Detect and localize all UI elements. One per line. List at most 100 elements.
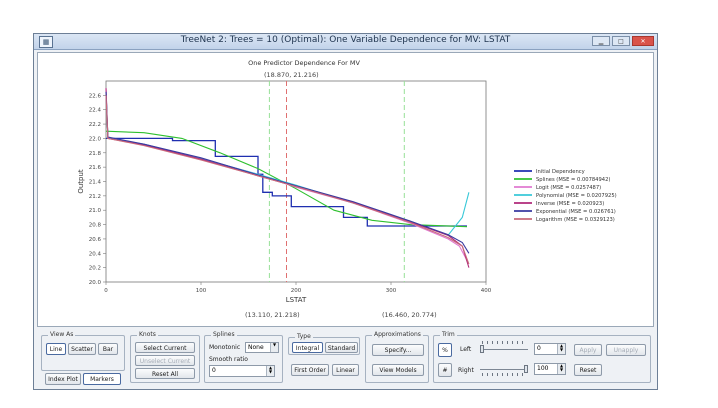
legend-entry-0: Initial Dependency (536, 169, 585, 175)
spinner-icon[interactable]: ▲ ▼ (266, 366, 274, 376)
control-panel: View As Line Scatter Bar Index Plot Mark… (37, 329, 654, 387)
scatter-button[interactable]: Scatter (68, 343, 96, 355)
knots-group: Knots Select Current Unselect Current Re… (130, 331, 200, 383)
plot-area: One Predictor Dependence For MV (18.870,… (37, 52, 654, 327)
left-slider-thumb[interactable] (480, 345, 484, 353)
legend-entry-2: Logit (MSE = 0.0257487) (536, 185, 601, 191)
legend-entry-4: Inverse (MSE = 0.020923) (536, 201, 604, 207)
right-slider-track[interactable] (480, 369, 528, 370)
y-tick-label: 22.6 (89, 93, 102, 99)
y-tick-label: 22.0 (89, 136, 102, 142)
x-tick-label: 100 (196, 288, 207, 294)
smooth-ratio-input[interactable]: 0 ▲ ▼ (209, 365, 275, 377)
legend-entry-3: Polynomial (MSE = 0.0207925) (536, 193, 617, 199)
type-group: Type Integral Standard (288, 333, 360, 355)
chart-window-icon[interactable]: ▦ (39, 36, 53, 48)
legend-entry-1: Splines (MSE = 0.00784942) (536, 177, 610, 183)
linear-button[interactable]: Linear (332, 364, 359, 376)
monotonic-label: Monotonic (209, 344, 241, 351)
chart-title: One Predictor Dependence For MV (248, 59, 360, 67)
knots-label: Knots (137, 331, 158, 338)
y-tick-label: 20.0 (89, 280, 102, 286)
unapply-button[interactable]: Unapply (606, 344, 646, 356)
y-tick-label: 20.8 (89, 223, 102, 229)
right-slider-ticks (482, 373, 526, 376)
select-current-button[interactable]: Select Current (135, 342, 195, 353)
bottom-marker-right: (16.460, 20.774) (382, 311, 437, 319)
plot-frame (105, 80, 487, 283)
smooth-ratio-value: 0 (212, 367, 216, 374)
y-tick-label: 21.0 (89, 208, 102, 214)
integral-button[interactable]: Integral (292, 342, 323, 353)
unselect-current-button[interactable]: Unselect Current (135, 355, 195, 366)
left-slider-ticks (482, 341, 526, 344)
trim-left-value: 0 (537, 345, 541, 352)
spinner-icon[interactable]: ▲ ▼ (557, 364, 565, 374)
markers-button[interactable]: Markers (83, 373, 121, 385)
trim-right-label: Right (458, 367, 474, 374)
reset-button[interactable]: Reset (574, 364, 602, 376)
view-models-button[interactable]: View Models (372, 364, 424, 376)
close-icon[interactable]: ✕ (632, 36, 654, 46)
maximize-icon[interactable]: □ (612, 36, 630, 46)
x-axis-label: LSTAT (286, 296, 307, 304)
dependence-window: ▦ TreeNet 2: Trees = 10 (Optimal): One V… (33, 33, 658, 390)
approximations-group: Approximations Specify... View Models (365, 331, 429, 383)
y-tick-label: 20.2 (89, 266, 101, 272)
x-tick-label: 300 (386, 288, 397, 294)
type-label: Type (295, 333, 313, 340)
y-tick-label: 21.4 (89, 180, 102, 186)
smooth-ratio-label: Smooth ratio (209, 356, 248, 363)
y-tick-label: 20.4 (89, 251, 102, 257)
dependence-chart[interactable]: 20.0 20.2 20.4 20.6 20.8 21.0 21.2 21.4 21.6 21.8… (38, 53, 653, 326)
legend-entry-5: Exponential (MSE = 0.026761) (536, 209, 616, 215)
series-line-0 (106, 137, 467, 227)
window-title: TreeNet 2: Trees = 10 (Optimal): One Var… (180, 35, 511, 45)
y-tick-label: 22.2 (89, 122, 101, 128)
trim-right-value: 100 (537, 365, 549, 372)
top-marker-label: (18.870, 21.216) (264, 71, 319, 79)
trim-left-input[interactable]: 0 ▲ ▼ (534, 343, 566, 355)
y-axis-label: Output (77, 169, 85, 194)
series-line-6 (105, 95, 470, 265)
count-button[interactable]: # (438, 363, 452, 377)
bottom-marker-left: (13.110, 21.218) (245, 311, 300, 319)
bar-button[interactable]: Bar (98, 343, 118, 355)
right-slider-thumb[interactable] (524, 365, 528, 373)
trim-label: Trim (440, 331, 457, 338)
approximations-label: Approximations (372, 331, 423, 338)
spinner-icon[interactable]: ▲ ▼ (557, 344, 565, 354)
percent-button[interactable]: % (438, 343, 452, 357)
monotonic-value: None (248, 344, 264, 351)
left-slider-track[interactable] (480, 349, 528, 350)
standard-button[interactable]: Standard (325, 342, 358, 353)
y-tick-label: 21.6 (89, 165, 102, 171)
series-line-5 (105, 91, 470, 254)
line-button[interactable]: Line (46, 343, 66, 355)
index-plot-button[interactable]: Index Plot (45, 373, 81, 385)
minimize-icon[interactable]: ▁ (592, 36, 610, 46)
monotonic-select[interactable]: None ▼ (245, 342, 279, 353)
reset-all-button[interactable]: Reset All (135, 368, 195, 379)
trim-left-label: Left (460, 346, 472, 353)
trim-right-input[interactable]: 100 ▲ ▼ (534, 363, 566, 375)
x-tick-label: 0 (104, 288, 108, 294)
y-tick-label: 21.8 (89, 151, 102, 157)
trim-group: Trim % # Left 0 ▲ ▼ Right 100 ▲ ▼ Apply Un… (433, 331, 651, 383)
title-bar[interactable]: ▦ TreeNet 2: Trees = 10 (Optimal): One V… (34, 34, 657, 50)
view-as-label: View As (48, 331, 76, 338)
x-tick-label: 400 (481, 288, 492, 294)
x-tick-label: 200 (291, 288, 302, 294)
series-line-1 (105, 130, 468, 228)
legend-entry-6: Logarithm (MSE = 0.0329123) (536, 217, 615, 223)
apply-button[interactable]: Apply (574, 344, 602, 356)
specify-button[interactable]: Specify... (372, 344, 424, 356)
first-order-button[interactable]: First Order (291, 364, 329, 376)
chevron-down-icon[interactable]: ▼ (270, 343, 278, 352)
splines-label: Splines (211, 331, 237, 338)
splines-group: Splines Monotonic None ▼ Smooth ratio 0 … (204, 331, 283, 383)
view-as-group: View As Line Scatter Bar (41, 331, 125, 371)
y-tick-label: 20.6 (89, 237, 102, 243)
y-tick-label: 21.2 (89, 194, 101, 200)
y-tick-label: 22.4 (89, 108, 102, 114)
